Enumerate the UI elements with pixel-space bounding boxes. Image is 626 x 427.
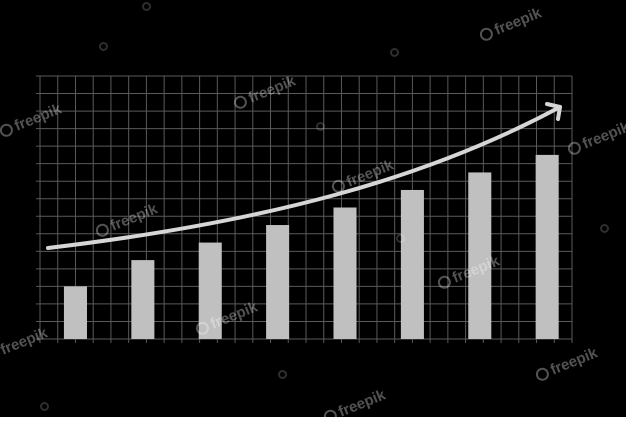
bar — [131, 260, 155, 339]
watermark-dot — [142, 2, 151, 11]
chart-background — [0, 0, 626, 417]
bar — [333, 207, 357, 339]
watermark-dot — [600, 224, 609, 233]
bar-chart — [0, 0, 626, 417]
bar-series — [63, 154, 559, 339]
bar — [198, 242, 222, 339]
trend-line — [46, 105, 562, 250]
watermark-dot — [40, 402, 49, 411]
arrow-head — [545, 102, 562, 121]
watermark-dot — [390, 48, 399, 57]
bar — [266, 225, 290, 339]
watermark-dot — [396, 234, 405, 243]
chart-grid — [36, 75, 573, 343]
watermark-dot — [278, 370, 287, 379]
watermark-dot — [316, 122, 325, 131]
trend-arrow — [46, 102, 562, 250]
bar — [63, 286, 87, 339]
watermark-dot — [99, 42, 108, 51]
bar — [535, 154, 559, 339]
bar — [400, 189, 424, 339]
bar — [468, 172, 492, 339]
